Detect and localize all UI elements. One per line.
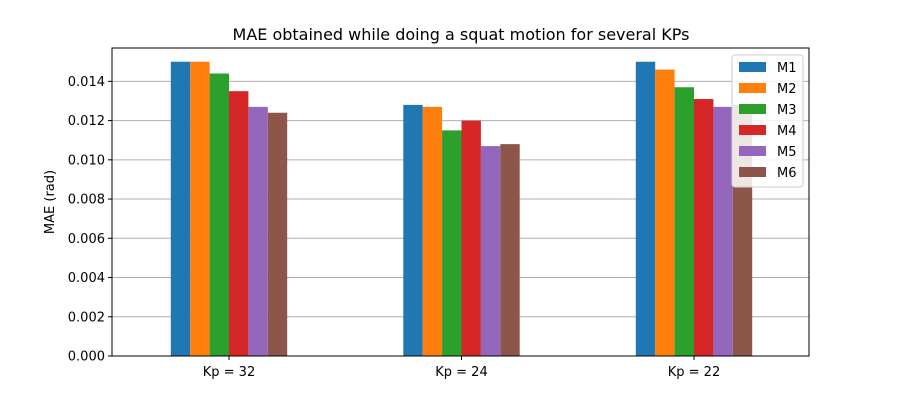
legend-swatch-m3 bbox=[739, 104, 766, 114]
bar-m1-3 bbox=[635, 61, 656, 356]
plot-area-frame bbox=[111, 47, 810, 357]
y-axis-label: MAE (rad) bbox=[43, 170, 58, 234]
bar-m3-1 bbox=[209, 73, 229, 357]
bar-m1-2 bbox=[403, 104, 423, 356]
bar-m4-1 bbox=[229, 91, 249, 356]
legend-label-m2: M2 bbox=[777, 82, 797, 97]
bar-m3-2 bbox=[442, 130, 462, 356]
legend-swatch-m6 bbox=[739, 167, 766, 177]
x-tick-label: Kp = 22 bbox=[668, 365, 720, 380]
legend-label-m5: M5 bbox=[777, 145, 797, 160]
y-tick-label: 0.006 bbox=[68, 232, 105, 247]
bar-m2-3 bbox=[655, 69, 675, 356]
x-tick-label: Kp = 32 bbox=[203, 365, 255, 380]
bar-m6-2 bbox=[500, 144, 520, 356]
y-tick-label: 0.002 bbox=[68, 310, 105, 325]
legend-label-m3: M3 bbox=[777, 103, 797, 118]
legend: M1 M2 M3 M4 M5 M6 bbox=[731, 54, 804, 188]
bar-m2-2 bbox=[422, 106, 443, 356]
y-tick-label: 0.014 bbox=[68, 75, 105, 90]
bar-m5-2 bbox=[480, 146, 501, 356]
bar-m5-3 bbox=[713, 106, 733, 356]
y-tick-label: 0.000 bbox=[68, 350, 105, 365]
y-tick-label: 0.008 bbox=[68, 193, 105, 208]
y-tick-label: 0.012 bbox=[68, 114, 105, 129]
chart-title: MAE obtained while doing a squat motion … bbox=[233, 25, 690, 44]
legend-label-m6: M6 bbox=[777, 166, 797, 181]
x-axis-ticks: Kp = 32 Kp = 24 Kp = 22 bbox=[203, 356, 720, 380]
y-axis-ticks: 0.000 0.002 0.004 0.006 0.008 0.010 0.012 0.014 bbox=[68, 75, 112, 365]
bar-m6-1 bbox=[267, 112, 288, 356]
legend-swatch-m5 bbox=[739, 146, 766, 156]
y-tick-label: 0.010 bbox=[68, 153, 105, 168]
y-tick-label: 0.004 bbox=[68, 271, 105, 286]
legend-label-m1: M1 bbox=[777, 61, 797, 76]
legend-swatch-m1 bbox=[739, 62, 766, 72]
bar-m4-3 bbox=[694, 99, 714, 356]
legend-swatch-m4 bbox=[739, 125, 766, 135]
legend-label-m4: M4 bbox=[777, 124, 797, 139]
x-tick-label: Kp = 24 bbox=[435, 365, 487, 380]
bar-m2-1 bbox=[190, 61, 210, 356]
bar-m5-1 bbox=[248, 106, 268, 356]
bars bbox=[170, 61, 753, 357]
bar-m4-2 bbox=[461, 120, 481, 356]
bar-m3-3 bbox=[674, 87, 694, 357]
legend-swatch-m2 bbox=[739, 83, 766, 93]
bar-m1-1 bbox=[170, 61, 191, 356]
